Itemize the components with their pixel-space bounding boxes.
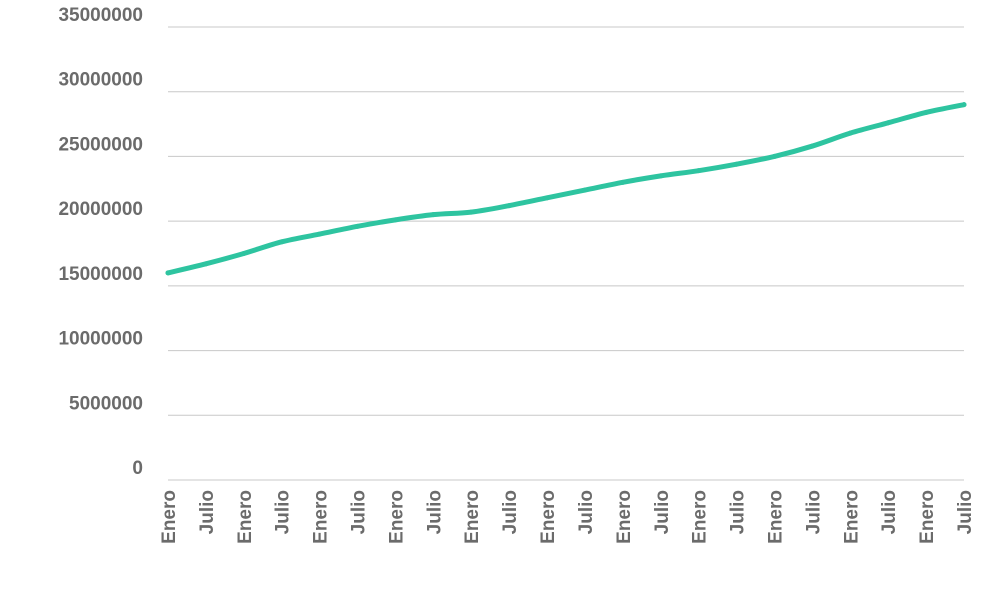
x-tick-label: Enero <box>841 490 862 544</box>
x-tick-label: Julio <box>955 490 976 534</box>
x-tick-label: Julio <box>576 490 597 534</box>
series-layer <box>165 102 967 276</box>
y-axis-tick-labels: 0 5000000 10000000 15000000 20000000 25000000… <box>58 5 143 479</box>
y-tick-label: 5000000 <box>69 393 143 414</box>
data-point <box>241 251 247 256</box>
y-tick-label: 15000000 <box>58 264 143 285</box>
data-point <box>355 223 361 229</box>
x-tick-label: Julio <box>803 490 824 534</box>
x-axis-tick-labels: Enero Julio Enero Julio Enero Julio Enero Julio… <box>159 490 976 544</box>
x-tick-label: Julio <box>424 490 445 534</box>
x-tick-label: Enero <box>614 490 635 544</box>
x-tick-label: Enero <box>159 490 180 544</box>
y-tick-label: 20000000 <box>58 199 143 220</box>
x-tick-label: Julio <box>197 490 218 534</box>
x-tick-label: Enero <box>311 490 332 544</box>
x-tick-label: Enero <box>765 490 786 544</box>
x-tick-label: Julio <box>728 490 749 534</box>
x-tick-label: Julio <box>273 490 294 534</box>
data-point <box>961 102 967 108</box>
data-point <box>620 179 626 185</box>
y-tick-label: 25000000 <box>58 134 143 155</box>
y-tick-label: 35000000 <box>58 5 143 26</box>
data-point <box>847 130 853 136</box>
data-point <box>734 161 740 167</box>
data-point <box>582 187 588 193</box>
series-line <box>165 102 967 276</box>
x-tick-label: Julio <box>349 490 370 534</box>
data-point <box>203 261 209 267</box>
y-tick-label: 10000000 <box>58 329 143 350</box>
x-tick-label: Enero <box>386 490 407 544</box>
y-tick-label: 30000000 <box>58 70 143 91</box>
data-point <box>658 173 664 179</box>
data-point <box>430 212 436 218</box>
data-point <box>165 270 171 276</box>
data-point <box>392 217 398 223</box>
x-tick-label: Enero <box>235 490 256 544</box>
data-point <box>771 153 777 159</box>
grid-layer <box>168 26 964 481</box>
data-point <box>885 120 891 126</box>
data-point <box>468 209 474 215</box>
x-tick-label: Enero <box>462 490 483 544</box>
data-point <box>809 143 815 149</box>
data-point <box>696 168 702 174</box>
data-point <box>544 195 550 201</box>
x-tick-label: Julio <box>652 490 673 534</box>
x-tick-label: Enero <box>917 490 938 544</box>
x-tick-label: Julio <box>879 490 900 534</box>
x-tick-label: Enero <box>538 490 559 544</box>
x-tick-label: Enero <box>690 490 711 544</box>
y-tick-label: 0 <box>132 458 143 479</box>
data-point <box>923 109 929 115</box>
data-point <box>279 239 285 245</box>
x-tick-label: Julio <box>500 490 521 534</box>
data-point <box>317 231 323 237</box>
data-point <box>506 203 512 209</box>
